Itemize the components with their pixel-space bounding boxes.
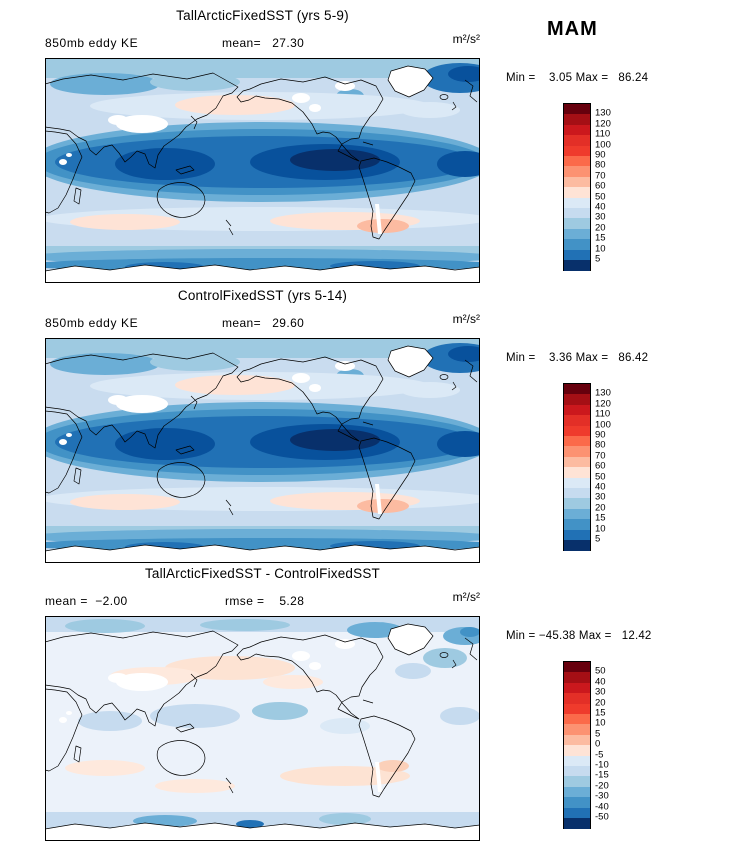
minmax-label: Min = 3.36 Max = 86.42	[506, 352, 649, 364]
rmse-value: rmse = 5.28	[225, 594, 305, 608]
panel-title: TallArcticFixedSST - ControlFixedSST	[144, 566, 380, 581]
mean-value: mean= 27.30	[222, 36, 305, 50]
units-label: m²/s²	[452, 312, 480, 326]
mean-value: mean = −2.00	[45, 594, 128, 608]
colorbar-ke-1: 130 120 110 100 90 80 70 60 50 40 30 20 15 10 5	[563, 103, 629, 272]
colorbar-tick-labels: 130 120 110 100 90 80 70 60 50 40 30 20 15 10 5	[595, 387, 611, 545]
map-difference	[45, 616, 480, 841]
panel-controlfixedsst: ControlFixedSST (yrs 5-14) 850mb eddy KE…	[0, 288, 733, 571]
map-tallarctic	[45, 58, 480, 283]
units-label: m²/s²	[452, 590, 480, 604]
minmax-label: Min = 3.05 Max = 86.24	[506, 72, 649, 84]
colorbar-swatches	[563, 661, 591, 830]
season-label: MAM	[547, 18, 598, 40]
units-label: m²/s²	[452, 32, 480, 46]
panel-title: ControlFixedSST (yrs 5-14)	[177, 288, 348, 303]
colorbar-swatches	[563, 103, 591, 272]
colorbar-swatches	[563, 383, 591, 552]
minmax-label: Min = −45.38 Max = 12.42	[506, 630, 652, 642]
panel-title: TallArcticFixedSST (yrs 5-9)	[176, 8, 349, 23]
mean-value: mean= 29.60	[222, 316, 305, 330]
panel-tallarcticfixedsst: TallArcticFixedSST (yrs 5-9) 850mb eddy …	[0, 8, 733, 291]
variable-label: 850mb eddy KE	[45, 316, 139, 330]
variable-label: 850mb eddy KE	[45, 36, 139, 50]
panel-difference: TallArcticFixedSST - ControlFixedSST mea…	[0, 566, 733, 849]
colorbar-tick-labels: 130 120 110 100 90 80 70 60 50 40 30 20 15 10 5	[595, 107, 611, 265]
colorbar-tick-labels: 50 40 30 20 15 10 5 0 -5 -10 -15 -20 -30 -40 -50	[595, 665, 609, 823]
map-control	[45, 338, 480, 563]
colorbar-diff: 50 40 30 20 15 10 5 0 -5 -10 -15 -20 -30 -40 -50	[563, 661, 629, 830]
colorbar-ke-2: 130 120 110 100 90 80 70 60 50 40 30 20 15 10 5	[563, 383, 629, 552]
